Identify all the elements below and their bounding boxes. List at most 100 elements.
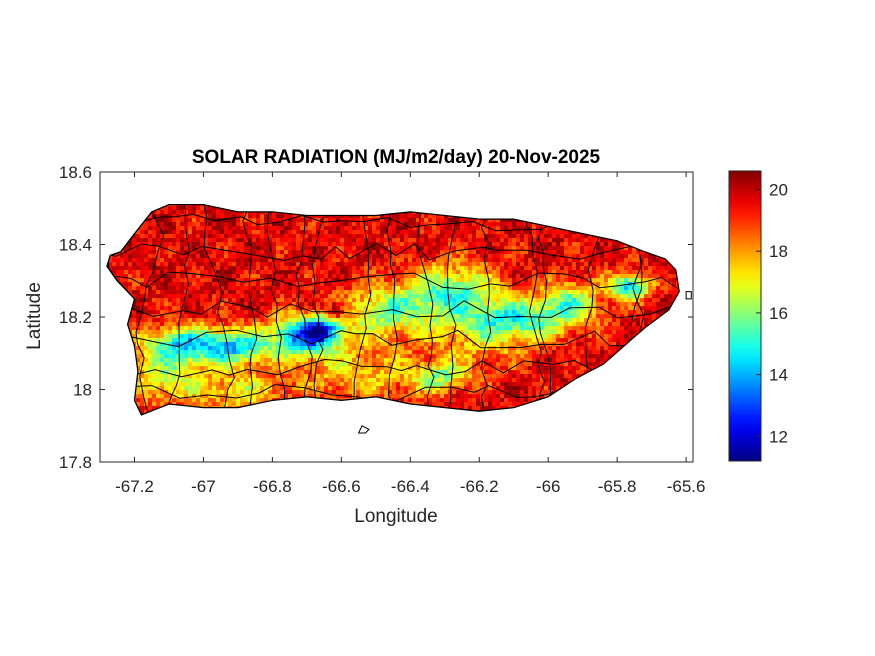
heat-cell bbox=[196, 254, 201, 259]
heat-cell bbox=[440, 254, 445, 259]
heat-cell bbox=[220, 310, 225, 315]
heat-cell bbox=[588, 250, 593, 255]
heat-cell bbox=[208, 238, 213, 243]
heat-cell bbox=[312, 218, 317, 223]
heat-cell bbox=[584, 246, 589, 251]
heat-cell bbox=[320, 314, 325, 319]
heat-cell bbox=[628, 262, 633, 267]
heat-cell bbox=[676, 290, 680, 295]
heat-cell bbox=[228, 306, 233, 311]
heat-cell bbox=[348, 214, 353, 219]
heat-cell bbox=[156, 226, 161, 231]
heat-cell bbox=[548, 286, 553, 291]
heat-cell bbox=[188, 230, 193, 235]
heat-cell bbox=[160, 314, 165, 319]
heat-cell bbox=[136, 238, 141, 243]
heat-cell bbox=[260, 278, 265, 283]
heat-cell bbox=[480, 290, 485, 295]
heat-cell bbox=[484, 310, 489, 315]
heat-cell bbox=[168, 286, 173, 291]
heat-cell bbox=[508, 250, 513, 255]
heat-cell bbox=[572, 278, 577, 283]
heat-cell bbox=[568, 306, 573, 311]
heat-cell bbox=[200, 238, 205, 243]
heat-cell bbox=[456, 222, 461, 227]
heat-cell bbox=[592, 266, 597, 271]
heat-cell bbox=[476, 314, 481, 319]
heat-cell bbox=[568, 230, 573, 235]
heat-cell bbox=[452, 262, 457, 267]
heat-cell bbox=[568, 266, 573, 271]
heat-cell bbox=[144, 298, 149, 303]
heat-cell bbox=[512, 266, 517, 271]
heat-cell bbox=[200, 302, 205, 307]
heat-cell bbox=[380, 242, 385, 247]
heat-cell bbox=[268, 262, 273, 267]
heat-cell bbox=[288, 298, 293, 303]
heat-cell bbox=[308, 266, 313, 271]
heat-cell bbox=[576, 314, 581, 319]
heat-cell bbox=[540, 258, 545, 263]
heat-cell bbox=[596, 274, 601, 279]
heat-cell bbox=[180, 242, 185, 247]
heat-cell bbox=[220, 322, 225, 327]
heat-cell bbox=[380, 298, 385, 303]
heat-cell bbox=[620, 314, 625, 319]
heat-cell bbox=[304, 222, 309, 227]
heat-cell bbox=[268, 290, 273, 295]
heat-cell bbox=[660, 274, 665, 279]
heat-cell bbox=[428, 238, 433, 243]
heat-cell bbox=[436, 226, 441, 231]
heat-cell bbox=[432, 254, 437, 259]
heat-cell bbox=[460, 318, 465, 323]
heat-cell bbox=[240, 310, 245, 315]
heat-cell bbox=[480, 246, 485, 251]
heat-cell bbox=[448, 294, 453, 299]
heat-cell bbox=[508, 254, 513, 259]
heat-cell bbox=[308, 262, 313, 267]
heat-cell bbox=[544, 310, 549, 315]
heat-cell bbox=[536, 318, 541, 323]
heat-cell bbox=[404, 230, 409, 235]
heat-cell bbox=[480, 234, 485, 239]
heat-cell bbox=[600, 266, 605, 271]
heat-cell bbox=[164, 294, 169, 299]
heat-cell bbox=[112, 270, 117, 275]
heat-cell bbox=[424, 238, 429, 243]
heat-cell bbox=[576, 246, 581, 251]
heat-cell bbox=[272, 254, 277, 259]
heat-cell bbox=[300, 242, 305, 247]
heat-cell bbox=[284, 222, 289, 227]
heat-cell bbox=[564, 258, 569, 263]
heat-cell bbox=[204, 282, 209, 287]
heat-cell bbox=[244, 230, 249, 235]
heat-cell bbox=[432, 250, 437, 255]
heat-cell bbox=[276, 290, 281, 295]
heat-cell bbox=[356, 214, 361, 219]
heat-cell bbox=[220, 258, 225, 263]
heat-cell bbox=[244, 218, 249, 223]
heat-cell bbox=[256, 238, 261, 243]
heat-cell bbox=[256, 266, 261, 271]
heat-cell bbox=[192, 210, 197, 215]
heat-cell bbox=[212, 210, 217, 215]
heat-cell bbox=[312, 278, 317, 283]
heat-cell bbox=[420, 290, 425, 295]
heat-cell bbox=[272, 230, 277, 235]
heat-cell bbox=[216, 262, 221, 267]
heat-cell bbox=[456, 310, 461, 315]
heat-cell bbox=[344, 214, 349, 219]
heat-cell bbox=[392, 258, 397, 263]
heat-cell bbox=[424, 290, 429, 295]
heat-cell bbox=[532, 282, 537, 287]
heat-cell bbox=[348, 270, 353, 275]
heat-cell bbox=[448, 302, 453, 307]
heat-cell bbox=[180, 218, 185, 223]
heat-cell bbox=[292, 306, 297, 311]
heat-cell bbox=[480, 318, 485, 323]
heat-cell bbox=[440, 290, 445, 295]
heat-cell bbox=[608, 262, 613, 267]
heat-cell bbox=[460, 230, 465, 235]
heat-cell bbox=[376, 214, 381, 219]
heat-cell bbox=[192, 266, 197, 271]
